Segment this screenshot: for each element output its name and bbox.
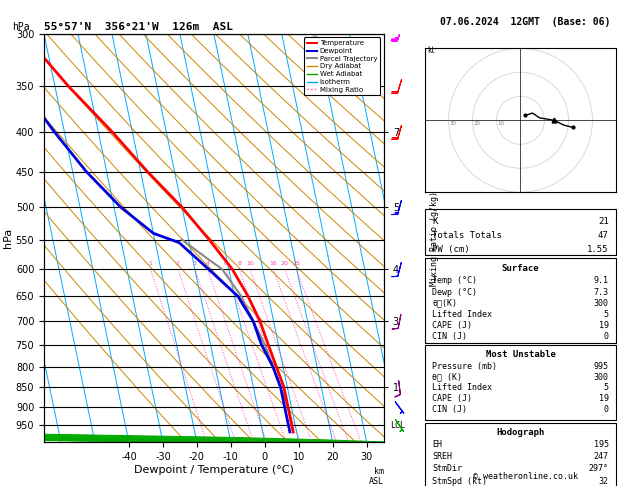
Text: 297°: 297° bbox=[589, 465, 609, 473]
Text: 10: 10 bbox=[246, 261, 253, 266]
Text: CIN (J): CIN (J) bbox=[432, 332, 467, 342]
Text: 7.3: 7.3 bbox=[594, 288, 609, 296]
Text: 0: 0 bbox=[604, 405, 609, 415]
Text: 4: 4 bbox=[206, 261, 209, 266]
Text: StmDir: StmDir bbox=[432, 465, 462, 473]
Text: 20: 20 bbox=[474, 121, 481, 126]
Legend: Temperature, Dewpoint, Parcel Trajectory, Dry Adiabat, Wet Adiabat, Isotherm, Mi: Temperature, Dewpoint, Parcel Trajectory… bbox=[304, 37, 380, 95]
Text: Hodograph: Hodograph bbox=[496, 428, 545, 437]
Text: StmSpd (kt): StmSpd (kt) bbox=[432, 477, 487, 486]
Text: Temp (°C): Temp (°C) bbox=[432, 276, 477, 285]
Text: 9.1: 9.1 bbox=[594, 276, 609, 285]
Text: 300: 300 bbox=[594, 299, 609, 308]
Text: 55°57'N  356°21'W  126m  ASL: 55°57'N 356°21'W 126m ASL bbox=[44, 22, 233, 32]
Text: 20: 20 bbox=[281, 261, 289, 266]
Text: 1.55: 1.55 bbox=[587, 245, 609, 254]
Text: 195: 195 bbox=[594, 440, 609, 449]
Text: 1: 1 bbox=[148, 261, 152, 266]
Text: Surface: Surface bbox=[502, 263, 539, 273]
Text: θᴇ(K): θᴇ(K) bbox=[432, 299, 457, 308]
Text: 10: 10 bbox=[498, 121, 504, 126]
Text: 0: 0 bbox=[604, 332, 609, 342]
Text: 6: 6 bbox=[224, 261, 228, 266]
Text: 3: 3 bbox=[193, 261, 197, 266]
Text: km
ASL: km ASL bbox=[369, 467, 384, 486]
Text: Mixing Ratio (g/kg): Mixing Ratio (g/kg) bbox=[430, 191, 439, 286]
Text: 5: 5 bbox=[604, 310, 609, 319]
Text: 5: 5 bbox=[604, 383, 609, 393]
Text: θᴇ (K): θᴇ (K) bbox=[432, 373, 462, 382]
Text: EH: EH bbox=[432, 440, 442, 449]
Text: 30: 30 bbox=[450, 121, 457, 126]
Text: LCL: LCL bbox=[391, 421, 406, 430]
X-axis label: Dewpoint / Temperature (°C): Dewpoint / Temperature (°C) bbox=[134, 465, 294, 475]
Text: Pressure (mb): Pressure (mb) bbox=[432, 362, 498, 371]
Y-axis label: hPa: hPa bbox=[3, 228, 13, 248]
Text: 8: 8 bbox=[237, 261, 241, 266]
Text: 995: 995 bbox=[594, 362, 609, 371]
Text: 300: 300 bbox=[594, 373, 609, 382]
Text: CAPE (J): CAPE (J) bbox=[432, 321, 472, 330]
Text: 21: 21 bbox=[598, 217, 609, 226]
Text: 07.06.2024  12GMT  (Base: 06): 07.06.2024 12GMT (Base: 06) bbox=[440, 17, 610, 27]
Text: Dewp (°C): Dewp (°C) bbox=[432, 288, 477, 296]
Text: PW (cm): PW (cm) bbox=[432, 245, 470, 254]
Text: 19: 19 bbox=[599, 321, 609, 330]
Text: K: K bbox=[432, 217, 438, 226]
Text: hPa: hPa bbox=[13, 22, 30, 32]
Text: CIN (J): CIN (J) bbox=[432, 405, 467, 415]
Text: 25: 25 bbox=[292, 261, 300, 266]
Text: 32: 32 bbox=[599, 477, 609, 486]
Text: 16: 16 bbox=[269, 261, 277, 266]
Text: SREH: SREH bbox=[432, 452, 452, 461]
Text: 19: 19 bbox=[599, 395, 609, 403]
Text: CAPE (J): CAPE (J) bbox=[432, 395, 472, 403]
Text: 247: 247 bbox=[594, 452, 609, 461]
Text: Totals Totals: Totals Totals bbox=[432, 231, 502, 240]
Text: © weatheronline.co.uk: © weatheronline.co.uk bbox=[473, 472, 577, 481]
Text: Most Unstable: Most Unstable bbox=[486, 350, 555, 359]
Text: 47: 47 bbox=[598, 231, 609, 240]
Text: Lifted Index: Lifted Index bbox=[432, 383, 493, 393]
Text: 2: 2 bbox=[176, 261, 180, 266]
Text: kt: kt bbox=[427, 46, 435, 55]
Text: Lifted Index: Lifted Index bbox=[432, 310, 493, 319]
